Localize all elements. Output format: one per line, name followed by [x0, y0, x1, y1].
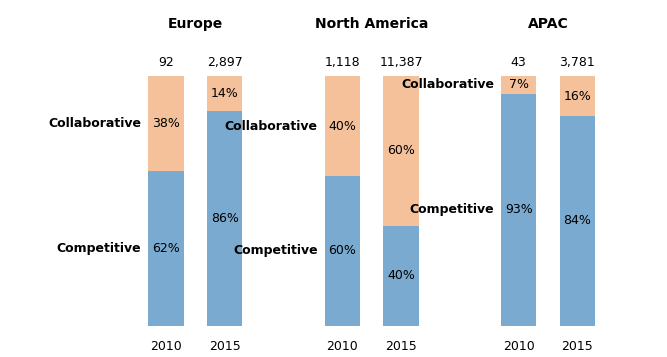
Text: 2015: 2015 — [562, 341, 594, 353]
Bar — [501, 94, 536, 326]
Text: 11,387: 11,387 — [380, 56, 423, 69]
Bar — [384, 76, 419, 226]
Text: 2015: 2015 — [209, 341, 241, 353]
Text: 60%: 60% — [387, 145, 415, 157]
Text: 93%: 93% — [505, 203, 532, 216]
Text: 43: 43 — [511, 56, 526, 69]
Text: 2010: 2010 — [150, 341, 182, 353]
Bar — [501, 76, 536, 94]
Text: 40%: 40% — [387, 269, 415, 282]
Bar — [325, 76, 360, 176]
Bar — [384, 226, 419, 326]
Text: 60%: 60% — [328, 244, 356, 257]
Bar — [148, 171, 183, 326]
Text: 2010: 2010 — [503, 341, 534, 353]
Text: 84%: 84% — [564, 214, 592, 227]
Text: 62%: 62% — [152, 242, 180, 255]
Bar — [148, 76, 183, 171]
Bar — [560, 76, 595, 116]
Text: APAC: APAC — [528, 17, 568, 31]
Text: 14%: 14% — [211, 87, 239, 100]
Text: 2,897: 2,897 — [207, 56, 243, 69]
Text: 2015: 2015 — [386, 341, 417, 353]
Text: 7%: 7% — [509, 79, 529, 91]
Text: 92: 92 — [158, 56, 174, 69]
Text: 86%: 86% — [211, 212, 239, 225]
Bar — [207, 111, 242, 326]
Bar — [560, 116, 595, 326]
Text: Collaborative: Collaborative — [225, 120, 317, 132]
Text: 38%: 38% — [152, 117, 180, 130]
Text: Competitive: Competitive — [410, 203, 494, 216]
Text: 40%: 40% — [328, 120, 356, 132]
Text: Competitive: Competitive — [57, 242, 141, 255]
Bar — [207, 76, 242, 111]
Bar — [325, 176, 360, 326]
Text: 3,781: 3,781 — [560, 56, 596, 69]
Text: Collaborative: Collaborative — [401, 79, 494, 91]
Text: Collaborative: Collaborative — [48, 117, 141, 130]
Text: 16%: 16% — [564, 90, 592, 103]
Text: North America: North America — [315, 17, 428, 31]
Text: 1,118: 1,118 — [325, 56, 360, 69]
Text: Competitive: Competitive — [233, 244, 317, 257]
Text: 2010: 2010 — [326, 341, 358, 353]
Text: Europe: Europe — [167, 17, 223, 31]
